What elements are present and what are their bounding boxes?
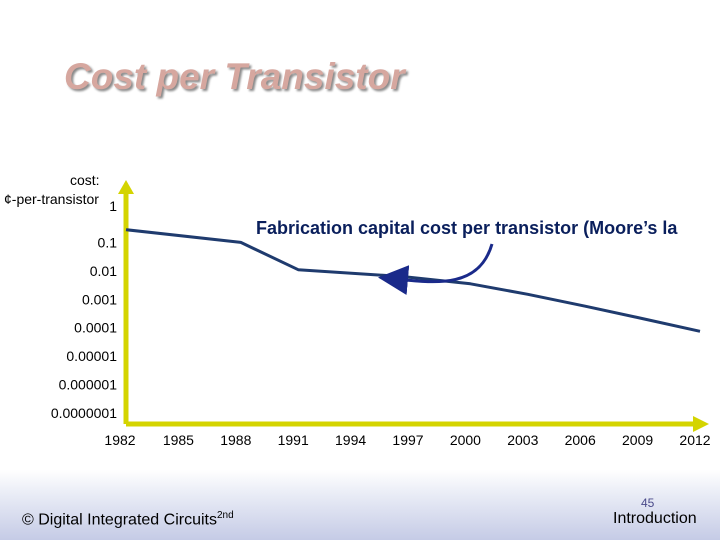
slide-number: 45 (641, 496, 655, 510)
y-tick-label: 0.01 (90, 263, 117, 279)
y-tick-label: 1 (109, 198, 117, 214)
x-tick-label: 2012 (679, 432, 710, 448)
y-axis-label-cost: cost: (70, 172, 100, 188)
y-axis-arrowhead (118, 180, 134, 194)
copyright-text: © Digital Integrated Circuits (22, 511, 217, 529)
y-tick-label: 0.001 (82, 291, 117, 307)
series-line-cost (125, 228, 701, 333)
x-tick-label: 1982 (104, 432, 135, 448)
cost-chart: 1 0.1 0.01 0.001 0.0001 0.00001 0.000001 0.0000… (51, 180, 711, 448)
footer-copyright: © Digital Integrated Circuits2nd (22, 510, 234, 529)
y-tick-label: 0.0001 (74, 320, 117, 336)
slide-title: Cost per Transistor (64, 56, 405, 97)
annotation-arrow (378, 243, 494, 296)
footer-section-label: Introduction (613, 510, 697, 527)
chart-annotation: Fabrication capital cost per transistor … (256, 218, 678, 238)
y-tick-label: 0.0000001 (51, 405, 117, 421)
x-tick-label: 1997 (392, 432, 423, 448)
x-tick-label: 1994 (335, 432, 366, 448)
x-tick-label: 2003 (507, 432, 538, 448)
copyright-superscript: 2nd (216, 510, 234, 521)
y-tick-label: 0.00001 (66, 348, 117, 364)
footer-bar (0, 470, 720, 540)
x-tick-label: 1991 (278, 432, 309, 448)
x-tick-label: 2006 (565, 432, 596, 448)
x-tick-label: 1988 (220, 432, 251, 448)
y-tick-label: 0.1 (98, 234, 118, 250)
x-tick-label: 1985 (163, 432, 194, 448)
x-tick-label: 2009 (622, 432, 653, 448)
y-tick-label: 0.000001 (59, 377, 118, 393)
y-axis-label-unit: ¢-per-transistor (4, 191, 99, 207)
x-axis-arrowhead (693, 416, 709, 432)
x-tick-label: 2000 (450, 432, 481, 448)
